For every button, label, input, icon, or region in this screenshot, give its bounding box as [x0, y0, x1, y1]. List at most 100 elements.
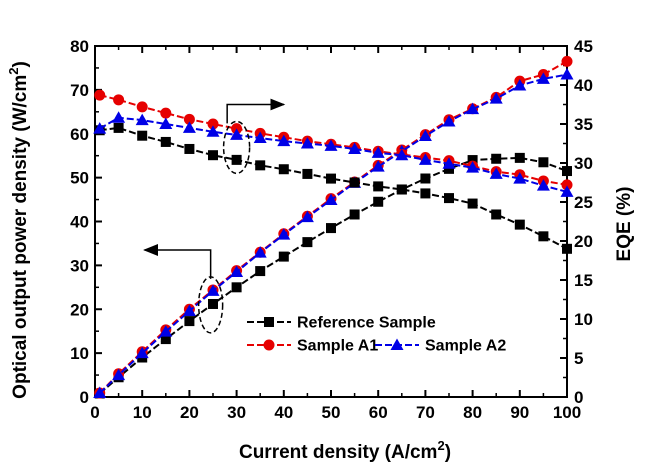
data-point-reference-sample-eqe [231, 154, 242, 165]
y-right-tick-label: 30 [574, 154, 593, 173]
y-left-tick-label: 20 [70, 300, 89, 319]
data-point-sample-a1-power [561, 55, 573, 67]
y-right-tick-label: 0 [574, 388, 583, 407]
data-point-reference-sample-eqe [278, 164, 289, 175]
data-point-sample-a1-eqe [207, 118, 219, 130]
y-right-tick-label: 10 [574, 310, 593, 329]
data-point-sample-a2-eqe [112, 111, 126, 123]
data-point-reference-sample-power [444, 163, 454, 174]
legend-label: Sample A2 [425, 338, 506, 355]
data-point-sample-a2-eqe [135, 113, 149, 126]
data-point-reference-sample-eqe [396, 184, 407, 195]
data-point-sample-a2-power [159, 325, 173, 337]
data-point-sample-a2-eqe [253, 131, 267, 144]
series-reference-sample-power [94, 152, 572, 399]
data-point-sample-a2-power [93, 386, 107, 399]
data-point-reference-sample-eqe [538, 231, 549, 242]
legend-item-sample-a1: Sample A1 [247, 338, 378, 355]
data-point-sample-a1-eqe [113, 94, 125, 106]
data-point-sample-a2-eqe [182, 121, 196, 133]
series-reference-sample-eqe [94, 122, 572, 254]
data-point-sample-a2-eqe [560, 185, 574, 197]
data-point-sample-a2-eqe [536, 179, 550, 191]
data-point-sample-a2-power [230, 265, 244, 277]
legend-label: Sample A1 [297, 338, 378, 355]
y-right-tick-label: 5 [574, 349, 583, 368]
legend-marker [263, 339, 275, 351]
y-right-tick-label: 40 [574, 76, 593, 95]
data-point-reference-sample-power [538, 157, 549, 168]
data-point-sample-a2-power [135, 346, 149, 359]
data-point-reference-sample-power [491, 153, 502, 164]
data-point-sample-a2-eqe [230, 128, 244, 140]
data-point-sample-a1-eqe [561, 179, 573, 191]
series-line-reference-sample-power [99, 156, 568, 395]
data-point-reference-sample-power [562, 166, 572, 177]
x-tick-label: 80 [463, 403, 482, 422]
y-left-tick-label: 0 [80, 388, 89, 407]
data-point-sample-a2-power [513, 78, 527, 91]
data-point-reference-sample-eqe [444, 193, 454, 204]
y-axis-left-title: Optical output power density (W/cm2) [6, 61, 31, 399]
data-point-reference-sample-eqe [562, 243, 572, 254]
y-left-tick-label: 80 [70, 37, 89, 56]
data-point-reference-sample-eqe [514, 219, 525, 230]
x-axis-title: Current density (A/cm2) [239, 438, 451, 463]
data-point-sample-a2-power [536, 72, 550, 84]
data-point-sample-a1-eqe [94, 89, 106, 101]
data-point-reference-sample-eqe [491, 209, 502, 220]
data-point-reference-sample-eqe [160, 136, 171, 147]
data-point-reference-sample-eqe [326, 173, 336, 184]
data-point-reference-sample-power [184, 316, 195, 327]
power-arrow-left [143, 244, 212, 279]
data-point-sample-a2-power [300, 210, 314, 223]
x-tick-label: 40 [274, 403, 293, 422]
data-point-sample-a2-eqe [513, 172, 527, 184]
y-right-tick-label: 15 [574, 271, 593, 290]
data-point-reference-sample-eqe [137, 130, 148, 141]
data-point-reference-sample-power [278, 251, 289, 262]
data-point-reference-sample-eqe [208, 150, 218, 161]
x-tick-label: 0 [90, 403, 99, 422]
data-point-sample-a2-eqe [418, 153, 432, 165]
y-left-tick-label: 50 [70, 169, 89, 188]
data-point-sample-a2-power [442, 114, 456, 127]
data-point-sample-a2-eqe [466, 161, 480, 173]
x-tick-label: 70 [416, 403, 435, 422]
data-point-reference-sample-power [349, 209, 360, 220]
data-point-sample-a2-eqe [442, 157, 456, 169]
legend: Reference Sample Sample A1 Sample A2 [247, 315, 506, 355]
annotation-layer [143, 98, 286, 334]
data-point-sample-a2-power [489, 92, 503, 104]
series-sample-a2-power [93, 68, 574, 399]
data-point-sample-a2-power [371, 160, 385, 172]
data-point-sample-a2-eqe [277, 134, 291, 147]
data-point-reference-sample-power [420, 173, 431, 184]
data-point-sample-a2-power [112, 368, 126, 381]
legend-item-sample-a2: Sample A2 [375, 338, 506, 355]
y-right-tick-label: 20 [574, 232, 593, 251]
data-point-reference-sample-eqe [373, 181, 384, 192]
y-left-tick-label: 30 [70, 256, 89, 275]
data-point-reference-sample-power [231, 282, 242, 293]
data-point-reference-sample-eqe [302, 168, 313, 179]
data-point-sample-a2-power [466, 102, 480, 115]
data-point-sample-a2-eqe [395, 148, 409, 161]
x-tick-label: 90 [510, 403, 529, 422]
data-point-reference-sample-eqe [467, 198, 478, 209]
y-axis-right-title: EQE (%) [614, 187, 635, 262]
legend-marker [390, 338, 404, 350]
data-point-sample-a2-eqe [159, 117, 173, 129]
data-point-reference-sample-power [514, 152, 525, 163]
y-left-tick-label: 60 [70, 125, 89, 144]
data-point-reference-sample-power [160, 334, 171, 345]
data-point-sample-a1-eqe [160, 107, 172, 119]
eqe-arrow-right [226, 98, 286, 124]
data-point-reference-sample-power [373, 196, 384, 207]
data-point-sample-a2-power [418, 129, 432, 141]
data-point-sample-a2-power [182, 304, 196, 317]
y-left-tick-label: 10 [70, 344, 89, 363]
data-point-sample-a2-eqe [93, 122, 107, 134]
y-left-tick-label: 70 [70, 81, 89, 100]
